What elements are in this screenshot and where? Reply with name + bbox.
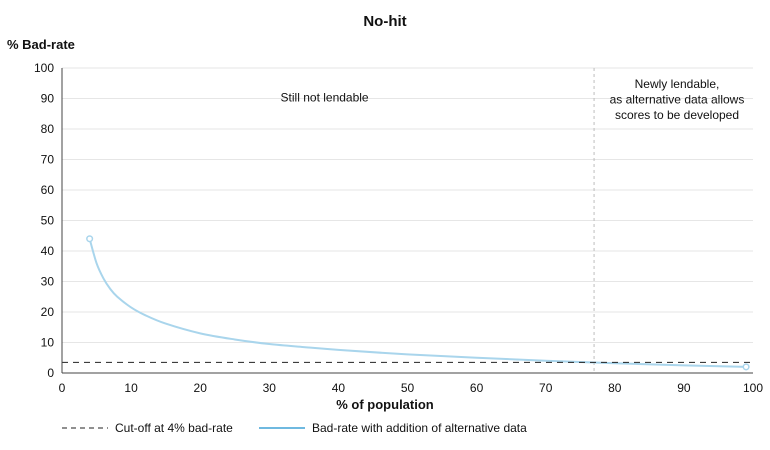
x-tick-label: 30 [263, 381, 277, 395]
y-tick-label: 60 [41, 183, 55, 197]
axes-group [61, 68, 753, 374]
y-tick-label: 30 [41, 275, 55, 289]
x-tick-label: 10 [124, 381, 138, 395]
series-line-bad-rate [88, 238, 747, 368]
y-tick-label: 20 [41, 305, 55, 319]
y-tick-label: 70 [41, 153, 55, 167]
y-tick-label: 40 [41, 244, 55, 258]
chart-title: No-hit [363, 13, 406, 30]
annotation-text: Still not lendable [281, 91, 369, 105]
y-tick-label: 10 [41, 336, 55, 350]
x-tick-label: 100 [743, 381, 763, 395]
y-tick-label: 50 [41, 214, 55, 228]
legend-label: Bad-rate with addition of alternative da… [312, 421, 527, 435]
tick-labels-group: 0 10 20 30 40 50 60 70 80 90 100 0 10 20 30 40 50 60 70 80 9… [34, 61, 763, 395]
x-tick-label: 20 [194, 381, 208, 395]
annotation-text: scores to be developed [615, 108, 739, 122]
plot-series-group [62, 235, 753, 371]
x-tick-label: 40 [332, 381, 346, 395]
annotation-text: Newly lendable, [635, 77, 720, 91]
y-axis-title: % Bad-rate [7, 37, 75, 52]
x-tick-label: 70 [539, 381, 553, 395]
x-tick-label: 50 [401, 381, 415, 395]
x-tick-label: 90 [677, 381, 691, 395]
y-tick-label: 90 [41, 92, 55, 106]
series-start-point [86, 235, 94, 243]
grid-lines [62, 67, 753, 343]
legend-label: Cut-off at 4% bad-rate [115, 421, 233, 435]
annotation-text: as alternative data allows [610, 92, 745, 106]
x-axis-title: % of population [336, 397, 434, 412]
x-tick-label: 60 [470, 381, 484, 395]
x-tick-label: 0 [59, 381, 66, 395]
annotations-group: Still not lendable Newly lendable,as alte… [281, 77, 745, 122]
series-end-point [742, 363, 750, 371]
x-tick-label: 80 [608, 381, 622, 395]
y-tick-label: 80 [41, 122, 55, 136]
y-tick-label: 0 [47, 366, 54, 380]
y-tick-label: 100 [34, 61, 54, 75]
legend: Cut-off at 4% bad-rate Bad-rate with addi… [62, 421, 527, 435]
